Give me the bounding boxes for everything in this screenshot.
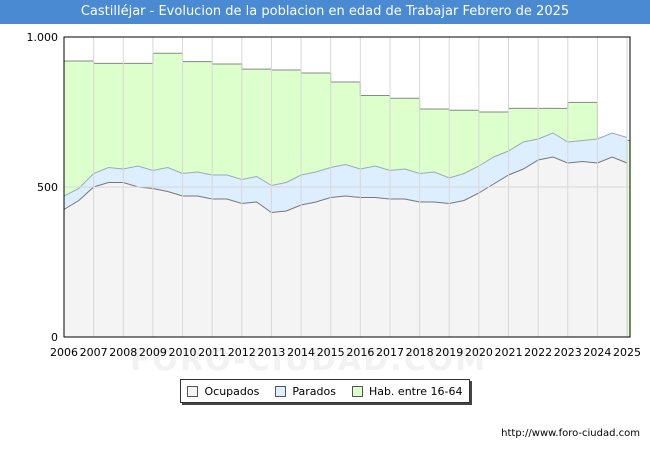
x-tick-label: 2021 [495,346,523,359]
x-tick-label: 2010 [169,346,197,359]
x-tick-label: 2014 [287,346,315,359]
y-tick-label: 500 [37,181,58,194]
legend-item-ocupados: Ocupados [187,385,259,398]
plot-border [63,36,631,338]
x-tick-label: 2023 [554,346,582,359]
x-tick-label: 2012 [228,346,256,359]
x-tick-label: 2007 [80,346,108,359]
y-tick-label: 0 [51,331,58,344]
legend-item-parados: Parados [275,385,336,398]
watermark: FORO-CIUDAD.COM [130,343,487,378]
x-tick-label: 2015 [317,346,345,359]
x-tick-label: 2020 [465,346,493,359]
x-tick-label: 2017 [376,346,404,359]
x-tick-label: 2018 [406,346,434,359]
x-tick-label: 2025 [613,346,641,359]
chart-title: Castilléjar - Evolucion de la poblacion … [0,0,650,24]
x-tick-label: 2022 [524,346,552,359]
x-tick-label: 2016 [346,346,374,359]
y-tick-label: 1.000 [27,31,59,44]
x-tick-label: 2013 [257,346,285,359]
x-tick-label: 2006 [50,346,78,359]
legend-label-parados: Parados [292,384,336,398]
legend-item-hab: Hab. entre 16-64 [351,384,463,398]
x-tick-label: 2008 [109,346,137,359]
legend: Ocupados Parados Hab. entre 16-64 [180,379,470,403]
series-area-ocupados [63,156,628,338]
x-tick-label: 2009 [139,346,167,359]
x-tick-label: 2011 [198,346,226,359]
x-tick-label: 2019 [435,346,463,359]
footer-url: http://www.foro-ciudad.com [501,428,640,439]
legend-swatch-hab [351,385,363,397]
legend-label-hab: Hab. entre 16-64 [368,384,463,398]
x-tick-label: 2024 [583,346,611,359]
legend-swatch-ocupados [187,385,199,397]
legend-swatch-parados [275,385,287,397]
legend-label-ocupados: Ocupados [204,384,260,398]
